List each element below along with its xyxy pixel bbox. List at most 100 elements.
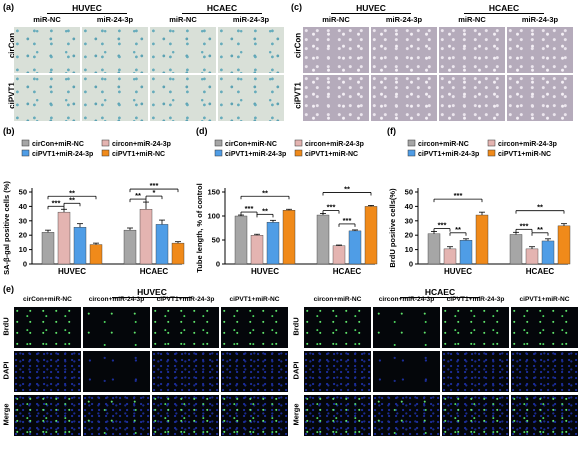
legend-swatch — [101, 149, 110, 157]
sig-label: * — [153, 188, 156, 197]
bar — [475, 214, 489, 265]
bar — [139, 209, 153, 265]
legend-label: circon+miR-24-3p — [498, 141, 557, 148]
bar — [123, 229, 137, 265]
fluor-image-brdu — [152, 307, 219, 348]
fluor-row-label-merge: Merge — [1, 403, 11, 426]
sig-label: *** — [327, 203, 336, 212]
y-tick-label: 40 — [19, 202, 27, 211]
sa-gal-image — [82, 27, 148, 73]
y-tick-label: 50 — [212, 236, 220, 245]
fluor-image-dapi — [304, 351, 371, 392]
y-tick-label: 0 — [216, 260, 220, 269]
sa-gal-image — [82, 75, 148, 121]
fluor-image-brdu — [304, 307, 371, 348]
fluor-image-brdu — [221, 307, 288, 348]
legend-swatch — [487, 139, 496, 147]
sig-label: ** — [69, 195, 75, 204]
panel-label-d: (d) — [196, 126, 208, 136]
chart-sa-gal: cirCon+miR-NC circon+miR-24-3p ciPVT1+miR-… — [2, 139, 185, 276]
y-tick-label: 150 — [207, 188, 220, 197]
sig-label: ** — [135, 191, 141, 200]
col-mir243p-c1: miR-24-3p — [385, 15, 423, 24]
sig-label: ** — [262, 188, 268, 197]
sig-label: ** — [344, 184, 350, 193]
bar — [155, 224, 169, 265]
fluor-row-label-merge: Merge — [291, 403, 301, 426]
fluor-image-brdu — [442, 307, 509, 348]
row-label-circon-c: cirCon — [293, 32, 303, 59]
row-label-cipvt1-c: ciPVT1 — [293, 82, 303, 109]
fluor-row-label-brdu: BrdU — [291, 317, 301, 336]
legend-swatch — [294, 149, 303, 157]
bar — [332, 245, 346, 265]
legend-swatch — [294, 139, 303, 147]
tube-image — [439, 27, 505, 73]
sa-gal-image — [150, 75, 216, 121]
bar — [266, 222, 280, 265]
bar — [89, 244, 103, 265]
legend-label: ciPVT1+miR-24-3p — [225, 151, 286, 158]
panel-label-b: (b) — [3, 126, 15, 136]
y-tick-label: 40 — [405, 202, 413, 211]
sa-gal-image — [218, 75, 284, 121]
legend-label: ciPVT1+miR-NC — [112, 151, 165, 158]
x-tick-label: HCAEC — [526, 267, 555, 276]
y-tick-label: 50 — [19, 188, 27, 197]
fluor-col-header: cirCon+miR-NC — [23, 296, 72, 303]
bar — [348, 230, 362, 265]
fluor-col-header: circon+miR-24-3p — [378, 296, 435, 303]
fluor-image-brdu — [83, 307, 150, 348]
fluor-row-label-dapi: DAPI — [1, 361, 11, 380]
col-mir243p-c2: miR-24-3p — [521, 15, 559, 24]
fluor-row-label-brdu: BrdU — [1, 317, 11, 336]
sig-label: *** — [438, 221, 447, 230]
legend-swatch — [214, 139, 223, 147]
legend-label: circon+miR-24-3p — [112, 141, 171, 148]
legend-swatch — [214, 149, 223, 157]
fluor-image-dapi — [373, 351, 440, 392]
bar — [427, 233, 441, 265]
legend-label: cirCon+miR-NC — [225, 141, 277, 148]
fluor-col-header: ciPVT1+miR-24-3p — [156, 296, 215, 303]
fluor-image-brdu — [373, 307, 440, 348]
sig-label: *** — [454, 191, 463, 200]
tube-image — [507, 75, 573, 121]
fluor-image-brdu — [511, 307, 578, 348]
bar — [443, 248, 457, 265]
bar — [234, 215, 248, 265]
fluor-image-dapi — [221, 351, 288, 392]
bar — [541, 240, 555, 265]
fluor-image-merge — [221, 395, 288, 436]
fluor-image-merge — [373, 395, 440, 436]
x-tick-label: HCAEC — [333, 267, 362, 276]
sig-label: *** — [520, 221, 529, 230]
y-tick-label: 30 — [19, 216, 27, 225]
legend-swatch — [21, 139, 30, 147]
header-huvec-c: HUVEC — [331, 3, 411, 14]
legend-label: cirCon+miR-NC — [32, 141, 84, 148]
bar — [557, 225, 571, 265]
col-mir243p-a1: miR-24-3p — [96, 15, 134, 24]
fluor-image-dapi — [14, 351, 81, 392]
sig-label: *** — [150, 181, 159, 190]
y-tick-label: 50 — [405, 188, 413, 197]
y-axis-label: Tube length, % of control — [195, 183, 204, 272]
panel-label-a: (a) — [3, 2, 14, 12]
bar — [41, 232, 55, 265]
sig-label: *** — [343, 216, 352, 225]
sig-label: *** — [52, 198, 61, 207]
col-mirnc-c1: miR-NC — [322, 15, 350, 24]
sa-gal-image — [150, 27, 216, 73]
sig-label: *** — [245, 204, 254, 213]
legend-label: ciPVT1+miR-24-3p — [418, 151, 479, 158]
fluor-col-header: circon+miR-NC — [313, 296, 362, 303]
y-tick-label: 20 — [405, 231, 413, 240]
legend-label: circon+miR-NC — [418, 141, 469, 148]
sig-label: ** — [69, 188, 75, 197]
x-tick-label: HUVEC — [251, 267, 279, 276]
tube-image — [371, 75, 437, 121]
fluor-image-merge — [511, 395, 578, 436]
sig-label: ** — [537, 225, 543, 234]
sig-label: ** — [537, 203, 543, 212]
